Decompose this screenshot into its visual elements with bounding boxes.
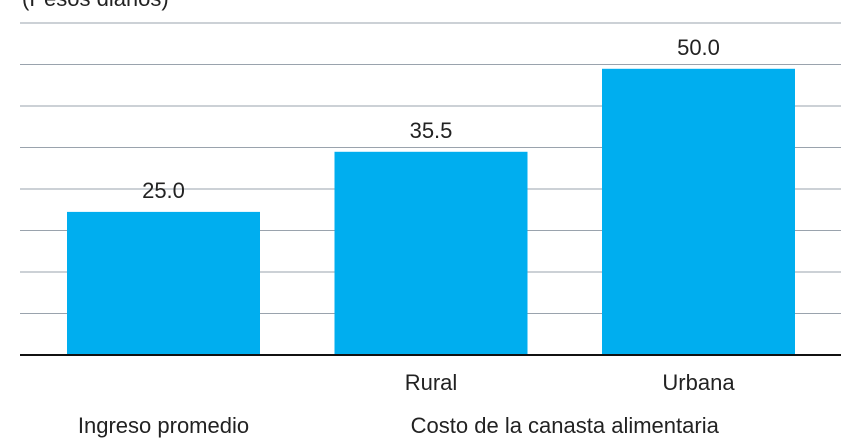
group-label: Ingreso promedio: [78, 413, 249, 438]
bar: [67, 211, 260, 355]
bar: [602, 68, 795, 356]
bar: [334, 151, 528, 355]
group-label: Costo de la canasta alimentaria: [411, 413, 720, 438]
value-label: 25.0: [142, 178, 185, 203]
chart-title: (Pesos diarios): [22, 0, 169, 11]
x-tick-label: Urbana: [662, 370, 735, 395]
x-tick-label: Rural: [405, 370, 458, 395]
value-label: 35.5: [410, 118, 453, 143]
value-label: 50.0: [677, 35, 720, 60]
